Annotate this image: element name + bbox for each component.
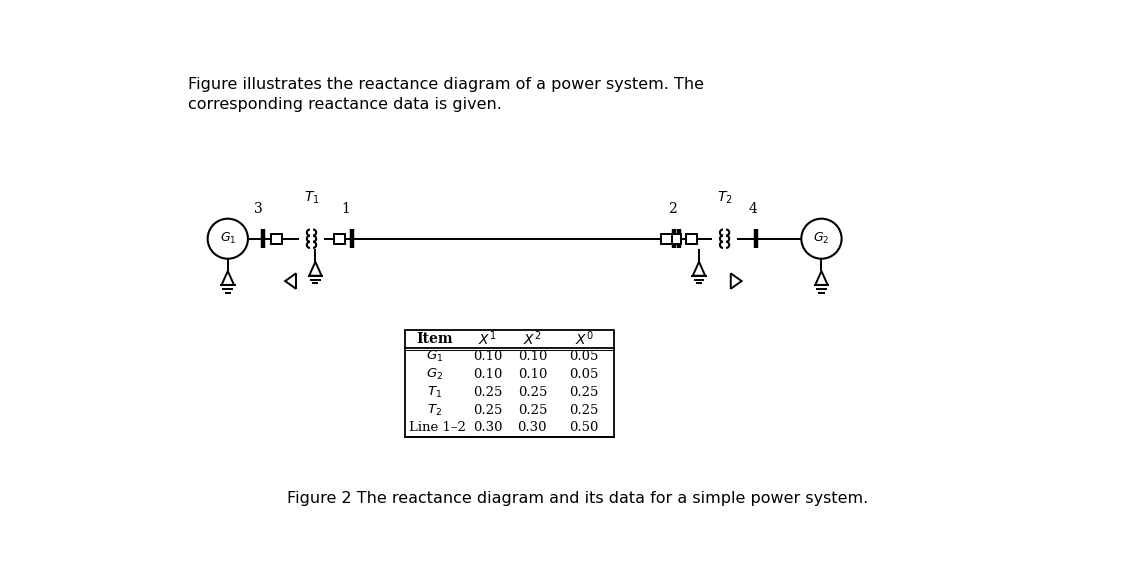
Text: Item: Item <box>416 332 453 346</box>
Text: 0.25: 0.25 <box>570 404 599 416</box>
Text: 0.10: 0.10 <box>473 350 502 363</box>
Text: 0.50: 0.50 <box>570 421 599 434</box>
Text: Line 1–2: Line 1–2 <box>409 421 466 434</box>
Text: $X^1$: $X^1$ <box>478 330 496 349</box>
Text: Figure 2 The reactance diagram and its data for a simple power system.: Figure 2 The reactance diagram and its d… <box>288 491 869 506</box>
Text: 0.05: 0.05 <box>570 368 599 381</box>
Text: $X^0$: $X^0$ <box>575 330 593 349</box>
Text: 0.25: 0.25 <box>473 404 502 416</box>
Text: 3: 3 <box>255 201 263 215</box>
Text: 0.25: 0.25 <box>570 386 599 399</box>
Text: $X^2$: $X^2$ <box>523 330 541 349</box>
Text: 2: 2 <box>668 201 677 215</box>
Text: 0.10: 0.10 <box>518 368 547 381</box>
Text: $T_2$: $T_2$ <box>428 402 442 418</box>
Text: $T_2$: $T_2$ <box>716 190 732 206</box>
Text: 0.25: 0.25 <box>518 386 547 399</box>
Text: 0.30: 0.30 <box>473 421 502 434</box>
Text: Figure illustrates the reactance diagram of a power system. The
corresponding re: Figure illustrates the reactance diagram… <box>187 77 704 112</box>
Bar <box>334 234 345 244</box>
Bar <box>405 331 614 437</box>
Text: 0.30: 0.30 <box>518 421 547 434</box>
Text: $T_1$: $T_1$ <box>428 385 442 400</box>
Bar <box>271 234 282 244</box>
Bar <box>686 234 697 244</box>
Text: 0.10: 0.10 <box>473 368 502 381</box>
Bar <box>661 234 672 244</box>
Text: 0.05: 0.05 <box>570 350 599 363</box>
Text: 0.25: 0.25 <box>473 386 502 399</box>
Text: $G_2$: $G_2$ <box>813 231 829 246</box>
Bar <box>670 234 681 244</box>
Text: 1: 1 <box>341 201 350 215</box>
Text: $G_2$: $G_2$ <box>426 367 443 382</box>
Text: $G_1$: $G_1$ <box>220 231 236 246</box>
Text: 0.25: 0.25 <box>518 404 547 416</box>
Text: $T_1$: $T_1$ <box>303 190 319 206</box>
Text: 0.10: 0.10 <box>518 350 547 363</box>
Text: $G_1$: $G_1$ <box>426 349 443 364</box>
Text: 4: 4 <box>749 201 758 215</box>
